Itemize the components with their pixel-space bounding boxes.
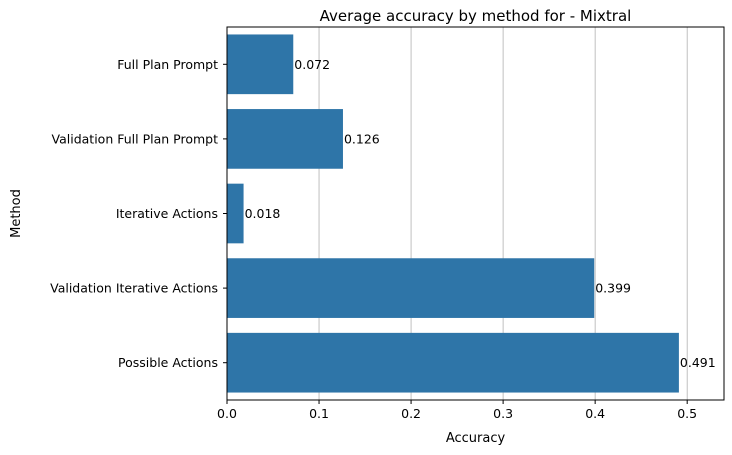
data-label: 0.018: [245, 206, 281, 221]
y-tick-label: Full Plan Prompt: [117, 57, 218, 72]
y-axis-label: Method: [9, 189, 24, 238]
x-tick-label: 0.5: [677, 406, 697, 421]
bar: [227, 332, 679, 393]
y-tick-label: Validation Full Plan Prompt: [52, 131, 219, 146]
data-labels: 0.072 0.126 0.018 0.399 0.491: [245, 57, 716, 370]
chart-title: Average accuracy by method for - Mixtral: [320, 7, 632, 25]
x-tick-label: 0.1: [309, 406, 329, 421]
x-axis-ticks: 0.0 0.1 0.2 0.3 0.4 0.5: [217, 400, 697, 421]
bar: [227, 258, 595, 318]
y-tick-label: Iterative Actions: [116, 206, 218, 221]
x-tick-label: 0.0: [217, 406, 237, 421]
y-axis-ticks: Full Plan Prompt Validation Full Plan Pro…: [50, 57, 227, 370]
data-label: 0.072: [294, 57, 330, 72]
bar: [227, 34, 294, 95]
x-tick-label: 0.3: [493, 406, 513, 421]
bars: [227, 34, 679, 393]
data-label: 0.491: [680, 355, 716, 370]
x-axis-label: Accuracy: [446, 431, 506, 446]
y-tick-label: Validation Iterative Actions: [50, 281, 218, 296]
x-tick-label: 0.4: [585, 406, 605, 421]
y-tick-label: Possible Actions: [118, 355, 218, 370]
data-label: 0.126: [344, 131, 380, 146]
x-tick-label: 0.2: [401, 406, 421, 421]
bar: [227, 109, 343, 169]
data-label: 0.399: [595, 281, 631, 296]
bar: [227, 183, 244, 244]
